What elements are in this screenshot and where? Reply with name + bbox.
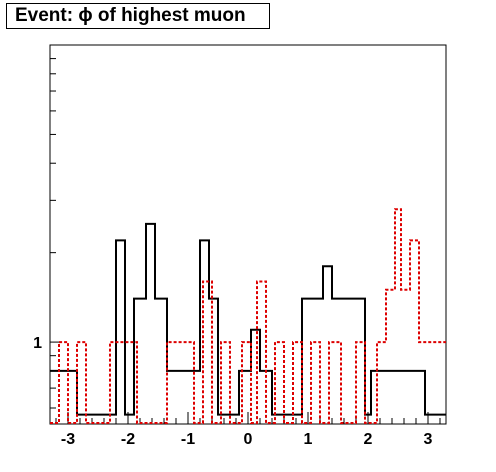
chart-title: Event: ϕ of highest muon [6, 3, 270, 29]
plot-frame [49, 44, 447, 425]
x-tick-label: 0 [244, 431, 253, 448]
x-tick-label: 1 [304, 431, 313, 448]
x-tick-label: 2 [364, 431, 373, 448]
histogram-series-solid [50, 222, 446, 416]
y-tick-label: 1 [33, 335, 42, 352]
x-tick-label: -2 [121, 431, 135, 448]
histogram-series-dotted [50, 208, 446, 424]
x-tick-label: 3 [424, 431, 433, 448]
x-tick-label: -1 [181, 431, 195, 448]
x-tick-label: -3 [61, 431, 75, 448]
